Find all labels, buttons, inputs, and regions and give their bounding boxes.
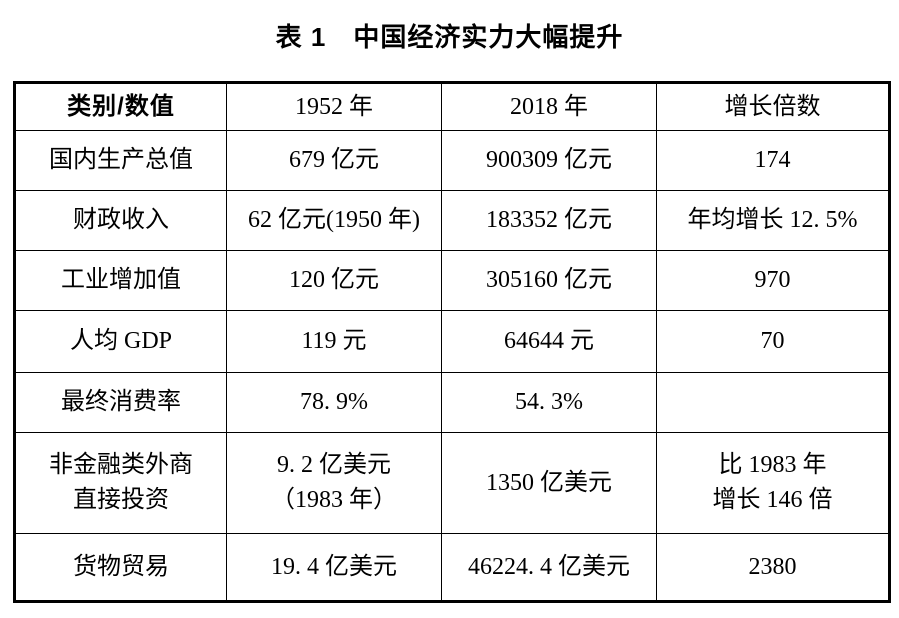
cell-growth: 174 — [656, 130, 890, 191]
cell-category: 人均 GDP — [14, 310, 227, 373]
header-cell-category: 类别/数值 — [14, 82, 227, 131]
table-row: 最终消费率 78. 9% 54. 3% — [14, 372, 890, 433]
table-row: 人均 GDP 119 元 64644 元 70 — [14, 310, 890, 373]
cell-1952: 119 元 — [226, 310, 442, 373]
cell-growth: 年均增长 12. 5% — [656, 190, 890, 251]
cell-2018: 305160 亿元 — [441, 250, 657, 311]
header-row: 类别/数值 1952 年 2018 年 增长倍数 — [14, 82, 890, 131]
cell-1952: 78. 9% — [226, 372, 442, 433]
cell-growth — [656, 372, 890, 433]
table-row: 货物贸易 19. 4 亿美元 46224. 4 亿美元 2380 — [14, 533, 890, 602]
table-caption: 表 1 中国经济实力大幅提升 — [275, 22, 624, 52]
cell-category: 国内生产总值 — [14, 130, 227, 191]
table-row: 国内生产总值 679 亿元 900309 亿元 174 — [14, 130, 890, 191]
cell-2018: 183352 亿元 — [441, 190, 657, 251]
cell-2018: 900309 亿元 — [441, 130, 657, 191]
cell-growth: 比 1983 年 增长 146 倍 — [656, 432, 890, 534]
cell-1952: 679 亿元 — [226, 130, 442, 191]
cell-category: 非金融类外商 直接投资 — [14, 432, 227, 534]
cell-growth: 70 — [656, 310, 890, 373]
cell-category: 货物贸易 — [14, 533, 227, 602]
cell-1952: 19. 4 亿美元 — [226, 533, 442, 602]
header-cell-2018: 2018 年 — [441, 82, 657, 131]
cell-growth: 2380 — [656, 533, 890, 602]
cell-1952: 120 亿元 — [226, 250, 442, 311]
cell-category: 工业增加值 — [14, 250, 227, 311]
cell-category: 最终消费率 — [14, 372, 227, 433]
cell-2018: 1350 亿美元 — [441, 432, 657, 534]
cell-2018: 46224. 4 亿美元 — [441, 533, 657, 602]
cell-category: 财政收入 — [14, 190, 227, 251]
economy-table: 类别/数值 1952 年 2018 年 增长倍数 国内生产总值 679 亿元 9… — [13, 81, 891, 603]
cell-1952: 62 亿元(1950 年) — [226, 190, 442, 251]
table-row: 工业增加值 120 亿元 305160 亿元 970 — [14, 250, 890, 311]
table-row: 非金融类外商 直接投资 9. 2 亿美元 （1983 年） 1350 亿美元 比… — [14, 432, 890, 534]
cell-2018: 64644 元 — [441, 310, 657, 373]
cell-growth: 970 — [656, 250, 890, 311]
cell-2018: 54. 3% — [441, 372, 657, 433]
table-row: 财政收入 62 亿元(1950 年) 183352 亿元 年均增长 12. 5% — [14, 190, 890, 251]
cell-1952: 9. 2 亿美元 （1983 年） — [226, 432, 442, 534]
header-cell-growth: 增长倍数 — [656, 82, 890, 131]
header-cell-1952: 1952 年 — [226, 82, 442, 131]
